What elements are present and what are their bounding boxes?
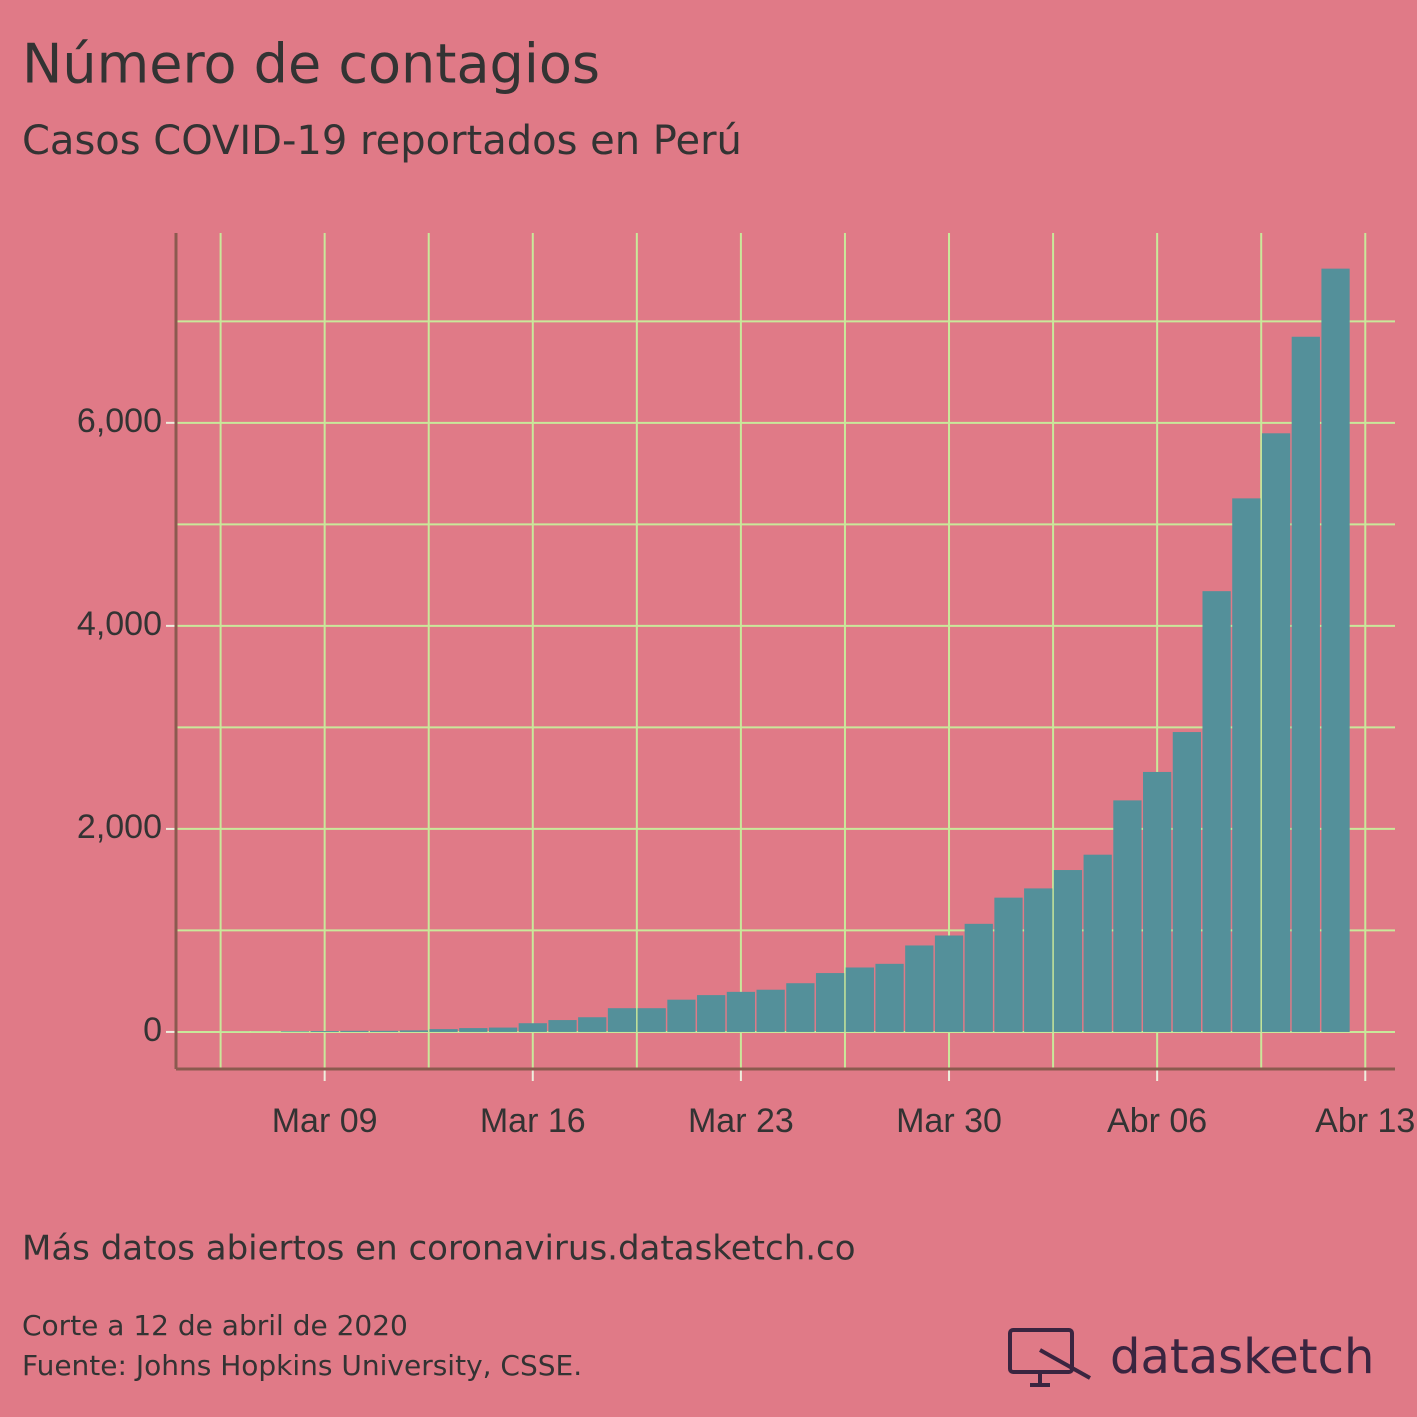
bar: [934, 935, 964, 1032]
bar: [1083, 854, 1112, 1032]
bar: [340, 1030, 369, 1032]
bar: [1261, 433, 1291, 1032]
chart-title: Número de contagios: [22, 33, 600, 96]
bar: [518, 1023, 547, 1032]
bar: [369, 1030, 399, 1032]
bar: [578, 1017, 607, 1032]
x-tick-label: Mar 23: [688, 1102, 794, 1140]
bar: [637, 1008, 666, 1032]
x-tick-label: Abr 06: [1107, 1102, 1207, 1140]
bar: [399, 1030, 428, 1032]
bar: [875, 963, 904, 1032]
bar: [1143, 771, 1172, 1032]
bar: [726, 991, 756, 1032]
y-tick-label: 6,000: [77, 402, 162, 440]
logo: [1008, 1328, 1091, 1387]
bar: [756, 989, 785, 1032]
bar: [1053, 870, 1083, 1032]
bar: [667, 999, 696, 1032]
bar: [1172, 732, 1202, 1032]
bar: [994, 897, 1023, 1032]
bar: [459, 1028, 488, 1032]
bar: [697, 995, 726, 1032]
bar: [1024, 888, 1053, 1032]
bar: [1113, 800, 1142, 1032]
caption: Más datos abiertos en coronavirus.datask…: [22, 1229, 856, 1269]
x-tick-label: Mar 09: [272, 1102, 378, 1140]
bar: [905, 945, 934, 1032]
bar: [1202, 591, 1231, 1032]
y-tick-label: 4,000: [77, 605, 162, 643]
bar: [548, 1020, 577, 1032]
bar: [1291, 336, 1320, 1032]
x-tick-label: Mar 30: [896, 1102, 1002, 1140]
bar: [488, 1027, 518, 1032]
y-tick-label: 0: [143, 1011, 162, 1049]
bar: [1321, 268, 1350, 1032]
x-tick-label: Abr 13: [1315, 1102, 1415, 1140]
chart-subtitle: Casos COVID-19 reportados en Perú: [22, 118, 742, 164]
bar: [280, 1031, 310, 1032]
bar: [786, 983, 815, 1032]
bar: [310, 1031, 339, 1032]
x-tick-label: Mar 16: [480, 1102, 586, 1140]
bar: [607, 1008, 637, 1032]
bar: [429, 1029, 458, 1032]
bar: [1232, 498, 1261, 1032]
note: Corte a 12 de abril de 2020: [22, 1309, 408, 1342]
bar: [964, 923, 993, 1032]
y-tick-label: 2,000: [77, 808, 162, 846]
source: Fuente: Johns Hopkins University, CSSE.: [22, 1349, 582, 1382]
brand: datasketch: [1110, 1329, 1374, 1385]
bar: [815, 973, 845, 1032]
bar: [845, 967, 874, 1032]
